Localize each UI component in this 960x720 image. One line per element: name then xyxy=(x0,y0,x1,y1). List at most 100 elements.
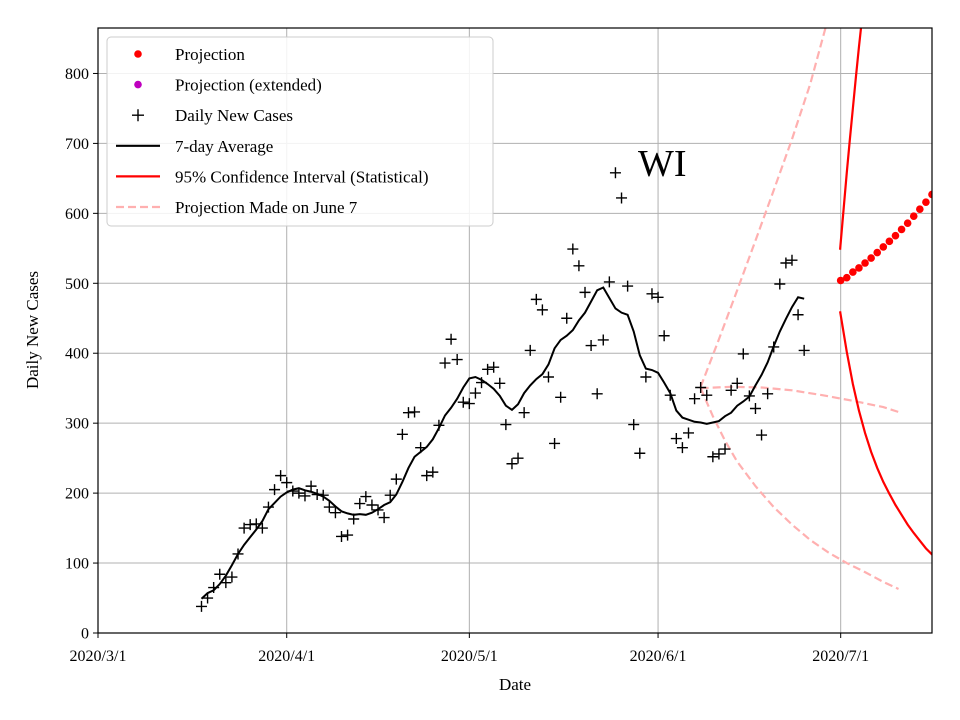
daily-case-marker xyxy=(701,389,713,401)
daily-case-marker xyxy=(573,260,585,272)
x-axis-label: Date xyxy=(499,675,531,694)
legend-item-ci: 95% Confidence Interval (Statistical) xyxy=(116,167,429,186)
daily-case-marker xyxy=(488,361,500,373)
daily-case-marker xyxy=(348,513,360,525)
daily-case-marker xyxy=(396,428,408,440)
daily-case-marker xyxy=(293,487,305,499)
y-tick-label: 400 xyxy=(65,346,89,363)
projection-point xyxy=(861,259,869,267)
daily-case-marker xyxy=(591,388,603,400)
daily-case-marker xyxy=(707,451,719,463)
daily-case-marker xyxy=(536,304,548,316)
june7-lower-line xyxy=(699,387,899,590)
daily-case-marker xyxy=(415,442,427,454)
daily-case-marker xyxy=(518,407,530,419)
projection-point xyxy=(903,219,912,227)
legend-swatch-projection_ext xyxy=(134,80,142,89)
daily-case-marker xyxy=(743,390,755,402)
projection-point xyxy=(897,225,906,234)
projection-point xyxy=(873,248,882,257)
daily-case-marker xyxy=(482,363,494,375)
daily-case-marker xyxy=(695,382,707,393)
legend-label-june7: Projection Made on June 7 xyxy=(175,198,358,217)
projection-point xyxy=(940,175,948,183)
daily-case-marker xyxy=(360,491,372,503)
daily-case-marker xyxy=(439,357,451,369)
y-tick-label: 300 xyxy=(65,416,89,433)
legend: Projection Projection (extended) Daily New… xyxy=(106,36,494,227)
daily-case-marker xyxy=(287,485,299,497)
daily-case-marker xyxy=(390,473,402,485)
daily-case-marker xyxy=(506,458,518,470)
daily-case-marker xyxy=(567,243,579,255)
daily-case-marker xyxy=(336,530,347,542)
projection-point xyxy=(916,205,924,213)
legend-item-daily: Daily New Cases xyxy=(132,106,293,125)
daily-case-marker xyxy=(208,582,220,594)
daily-case-marker xyxy=(256,522,268,534)
y-tick-label: 500 xyxy=(65,276,89,293)
daily-case-marker xyxy=(798,344,810,356)
daily-case-marker xyxy=(226,571,238,583)
projection-point xyxy=(885,237,894,246)
daily-case-marker xyxy=(494,377,506,389)
daily-case-marker xyxy=(792,309,804,321)
y-tick-label: 0 xyxy=(81,626,89,643)
x-tick-label: 2020/4/1 xyxy=(258,648,315,665)
legend-label-avg: 7-day Average xyxy=(175,137,273,156)
daily-case-marker xyxy=(640,371,652,383)
daily-case-marker xyxy=(676,442,688,454)
daily-case-marker xyxy=(195,600,207,612)
y-tick-label: 200 xyxy=(65,486,89,503)
projection-point xyxy=(867,254,875,262)
x-tick-label: 2020/7/1 xyxy=(812,648,869,665)
y-axis-label: Daily New Cases xyxy=(23,271,42,389)
daily-case-marker xyxy=(725,384,737,396)
daily-case-marker xyxy=(275,470,287,482)
daily-case-marker xyxy=(530,293,542,305)
x-tick-label: 2020/6/1 xyxy=(630,648,687,665)
daily-case-marker xyxy=(476,377,488,389)
projection-point xyxy=(922,198,930,206)
y-tick-label: 600 xyxy=(65,206,89,223)
daily-case-marker xyxy=(762,388,774,400)
daily-case-marker xyxy=(354,498,366,510)
daily-case-marker xyxy=(774,278,786,290)
x-tick-label: 2020/5/1 xyxy=(441,648,498,665)
daily-case-marker xyxy=(683,427,694,439)
daily-case-marker xyxy=(616,192,628,204)
daily-case-marker xyxy=(664,389,676,401)
legend-box xyxy=(106,36,494,227)
plot-frame xyxy=(97,27,933,634)
daily-case-marker xyxy=(451,354,463,366)
daily-case-marker xyxy=(378,512,390,524)
projection-point xyxy=(849,268,857,276)
daily-case-marker xyxy=(670,433,682,445)
daily-case-marker xyxy=(372,504,384,516)
y-tick-label: 700 xyxy=(65,136,89,153)
daily-case-marker xyxy=(232,548,244,560)
daily-case-marker xyxy=(262,501,274,513)
daily-case-marker xyxy=(463,398,475,410)
projection-point xyxy=(891,231,900,240)
daily-case-marker xyxy=(500,419,512,431)
daily-case-marker xyxy=(555,391,567,403)
projection-point xyxy=(855,264,863,272)
daily-case-marker xyxy=(731,377,743,389)
legend-swatch-daily xyxy=(132,109,144,122)
legend-item-avg: 7-day Average xyxy=(116,137,273,156)
daily-case-marker xyxy=(719,443,731,455)
daily-case-marker xyxy=(299,490,311,502)
legend-swatch-projection xyxy=(134,50,142,58)
projection-point xyxy=(953,158,960,166)
projection-point xyxy=(879,243,888,251)
daily-case-marker xyxy=(780,257,792,269)
daily-case-marker xyxy=(628,419,640,431)
daily-case-marker xyxy=(609,167,621,179)
projection-point xyxy=(934,183,942,191)
daily-case-marker xyxy=(269,484,281,496)
daily-case-marker xyxy=(281,477,293,489)
june7-upper-line xyxy=(699,28,827,388)
daily-case-marker xyxy=(384,489,396,501)
